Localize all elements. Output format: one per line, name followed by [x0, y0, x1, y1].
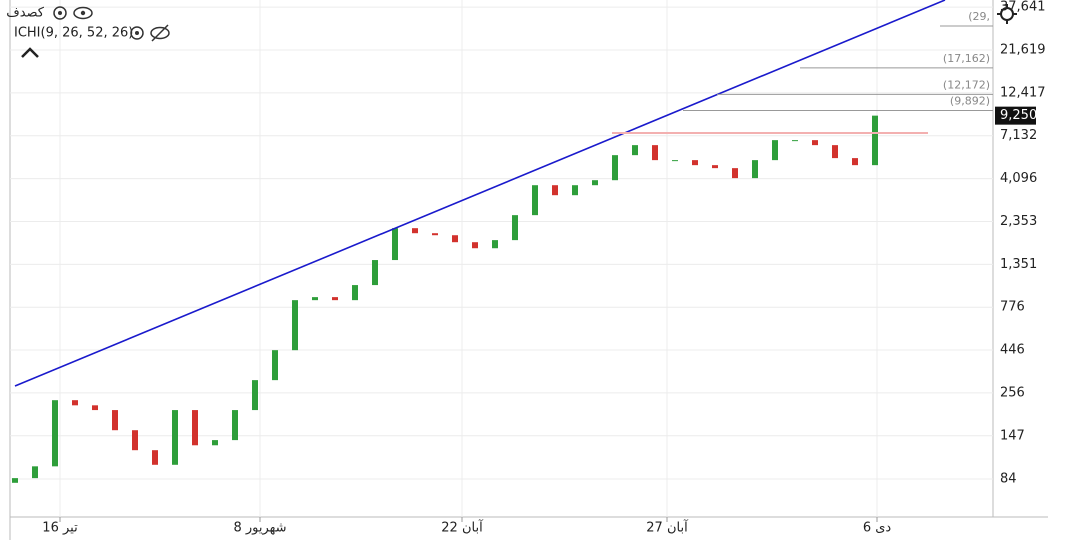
price-tag-label: 9,250: [1000, 108, 1037, 123]
candle: [292, 300, 298, 351]
candle: [112, 410, 118, 431]
candle: [212, 440, 218, 446]
y-tick-label: 446: [1000, 342, 1025, 357]
visibility-icon[interactable]: [73, 6, 93, 20]
candle: [732, 168, 738, 179]
candle: [452, 235, 458, 243]
x-tick-label: 8 شهریور: [233, 521, 286, 536]
y-tick-label: 12,417: [1000, 85, 1046, 100]
y-tick-label: 7,132: [1000, 128, 1037, 143]
plot-area: [10, 0, 993, 517]
trend-line: [14, 0, 946, 387]
x-tick-label: 16 تیر: [42, 521, 78, 536]
candle: [332, 297, 338, 301]
candle: [272, 350, 278, 381]
candle: [552, 185, 558, 196]
candle: [652, 145, 658, 161]
indicator-hidden-icon[interactable]: [150, 24, 170, 42]
y-tick-label: 84: [1000, 472, 1017, 487]
y-tick-label: 2,353: [1000, 214, 1037, 229]
candle: [532, 185, 538, 216]
level-label: (9,892): [950, 94, 990, 107]
level-label: (12,172): [943, 78, 990, 91]
candle: [92, 405, 98, 411]
y-tick-label: 147: [1000, 428, 1025, 443]
candle: [492, 240, 498, 249]
candle: [672, 160, 678, 162]
candle: [12, 478, 18, 483]
symbol-title: کصدف: [6, 6, 45, 21]
candle: [172, 410, 178, 465]
candle: [632, 145, 638, 156]
candle: [612, 155, 618, 181]
indicator-label: ICHI(9, 26, 52, 26): [14, 26, 133, 41]
collapse-button[interactable]: [21, 47, 39, 58]
candle: [252, 380, 258, 411]
candle: [192, 410, 198, 446]
x-tick-label: 22 آبان: [441, 519, 484, 536]
candle: [512, 215, 518, 241]
candle: [772, 140, 778, 161]
candle: [312, 297, 318, 301]
x-tick-label: 27 آبان: [646, 519, 689, 536]
candle: [872, 115, 878, 166]
candle: [692, 160, 698, 166]
y-tick-label: 776: [1000, 300, 1025, 315]
y-tick-label: 4,096: [1000, 171, 1037, 186]
candle: [132, 430, 138, 451]
y-tick-label: 21,619: [1000, 43, 1046, 58]
x-tick-label: 6 دی: [863, 521, 892, 536]
candle: [832, 145, 838, 159]
crosshair-button[interactable]: [997, 4, 1017, 24]
candle: [352, 285, 358, 301]
candle: [752, 160, 758, 179]
candle: [232, 410, 238, 441]
candle: [32, 466, 38, 479]
candle: [152, 450, 158, 465]
candle: [432, 233, 438, 236]
candle: [812, 140, 818, 146]
indicator-settings-icon[interactable]: [130, 26, 144, 40]
price-tag-box: [995, 106, 1036, 125]
candle: [392, 228, 398, 261]
y-tick-label: 256: [1000, 385, 1025, 400]
y-tick-label: 37,641: [1000, 0, 1046, 15]
candle: [572, 185, 578, 196]
candle: [372, 260, 378, 286]
candle: [852, 158, 858, 166]
y-tick-label: 1,351: [1000, 257, 1037, 272]
candle: [472, 242, 478, 249]
level-label: (17,162): [943, 52, 990, 65]
candle: [72, 400, 78, 406]
settings-icon[interactable]: [53, 6, 67, 20]
candle: [792, 140, 798, 142]
candle: [52, 400, 58, 467]
level-label: (29,: [968, 10, 990, 23]
candle: [712, 165, 718, 169]
candle: [412, 228, 418, 234]
candle: [592, 180, 598, 186]
